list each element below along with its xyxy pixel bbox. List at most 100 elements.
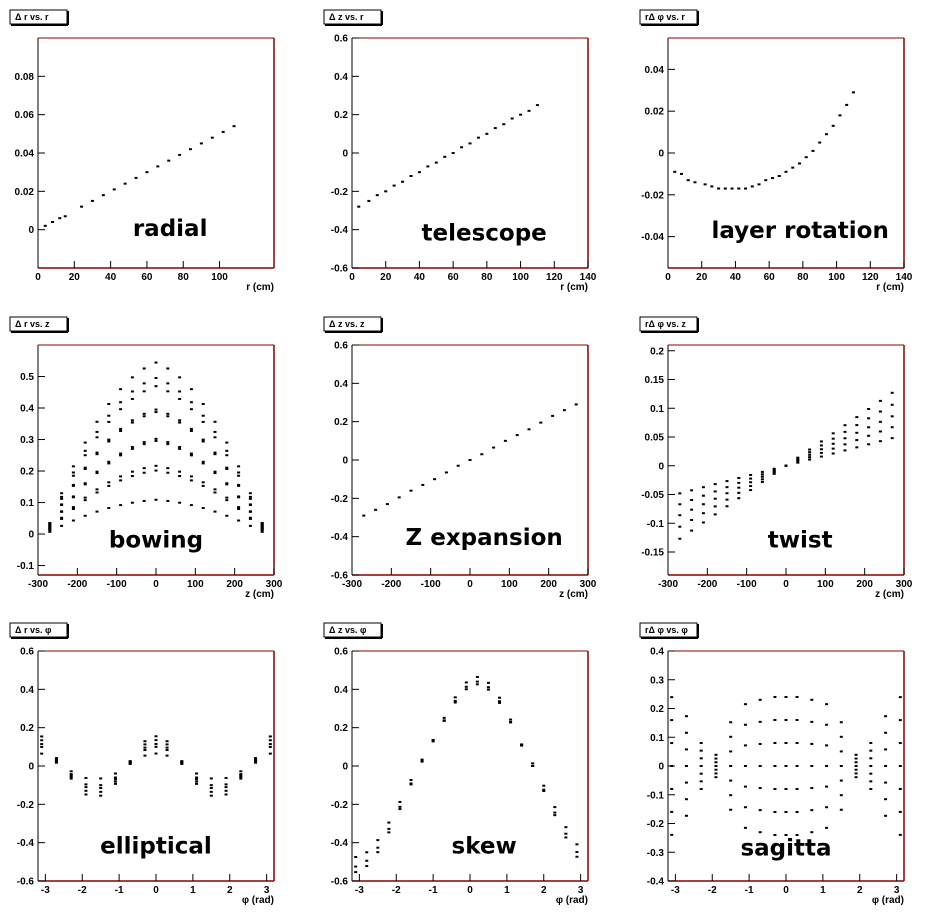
- data-point: [575, 843, 579, 846]
- x-tick-label: -3: [41, 885, 50, 896]
- data-point: [564, 826, 568, 829]
- y-tick-label: 0: [658, 762, 664, 773]
- x-axis-title: φ (rad): [872, 895, 904, 906]
- y-tick-label: -0.4: [331, 532, 349, 543]
- data-point: [699, 772, 703, 775]
- data-point: [701, 503, 705, 506]
- data-point: [737, 481, 741, 484]
- x-tick-label: -1: [115, 885, 124, 896]
- data-point: [213, 488, 217, 491]
- data-point: [898, 696, 902, 699]
- y-tick-label: 0: [28, 762, 34, 773]
- panel-label: skew: [452, 833, 517, 859]
- data-point: [869, 757, 873, 760]
- data-point: [699, 765, 703, 767]
- data-point: [178, 501, 182, 504]
- data-point: [71, 507, 75, 510]
- data-point: [398, 805, 402, 808]
- data-point: [71, 474, 75, 477]
- data-point: [758, 787, 762, 790]
- x-tick-label: 20: [380, 272, 392, 283]
- data-point: [113, 778, 117, 781]
- data-point: [385, 503, 389, 506]
- x-tick-label: 100: [211, 272, 228, 283]
- y-tick-label: 0.2: [20, 467, 34, 478]
- data-point: [773, 695, 777, 698]
- data-point: [268, 739, 272, 742]
- data-point: [464, 681, 468, 684]
- data-point: [80, 205, 84, 208]
- data-point: [213, 436, 217, 439]
- data-point: [527, 109, 531, 112]
- data-point: [744, 187, 748, 190]
- data-point: [520, 744, 524, 747]
- data-point: [119, 427, 123, 430]
- panel-label: layer rotation: [711, 218, 888, 244]
- data-point: [729, 765, 733, 767]
- data-point: [40, 745, 44, 748]
- data-point: [54, 757, 58, 760]
- data-point: [464, 685, 468, 688]
- data-point: [354, 865, 358, 868]
- data-point: [854, 765, 858, 767]
- data-point: [213, 470, 217, 473]
- data-point: [884, 748, 888, 751]
- data-point: [107, 507, 111, 510]
- data-point: [398, 800, 402, 803]
- data-point: [142, 441, 146, 444]
- data-point: [156, 165, 160, 168]
- data-point: [797, 162, 801, 165]
- data-point: [154, 752, 158, 755]
- data-point: [225, 467, 229, 470]
- y-tick-label: 0.5: [20, 372, 34, 383]
- data-point: [808, 451, 812, 454]
- data-point: [760, 480, 764, 483]
- data-point: [239, 770, 243, 773]
- data-point: [818, 141, 822, 144]
- data-point: [684, 731, 688, 734]
- data-point: [784, 765, 788, 767]
- data-point: [237, 495, 241, 498]
- data-point: [260, 526, 264, 529]
- data-point: [357, 205, 361, 208]
- data-point: [401, 180, 405, 183]
- data-point: [444, 471, 448, 474]
- y-tick-label: -0.1: [647, 519, 665, 530]
- data-point: [260, 521, 264, 524]
- data-point: [701, 494, 705, 497]
- data-point: [515, 434, 519, 437]
- data-point: [107, 403, 111, 406]
- data-point: [535, 104, 539, 107]
- data-point: [699, 788, 703, 791]
- data-point: [670, 696, 674, 699]
- data-point: [225, 499, 229, 502]
- data-point: [684, 765, 688, 767]
- data-point: [99, 794, 103, 797]
- data-point: [468, 142, 472, 145]
- y-tick-label: 0: [342, 762, 348, 773]
- data-point: [119, 401, 123, 404]
- data-point: [854, 753, 858, 756]
- data-point: [737, 476, 741, 479]
- data-point: [237, 471, 241, 474]
- data-point: [855, 416, 859, 419]
- data-point: [784, 811, 788, 813]
- y-tick-label: 0.04: [645, 65, 665, 76]
- data-point: [143, 746, 147, 749]
- data-point: [40, 743, 44, 746]
- panel-8: Δ z vs. φ -0.6 -0.4 -0.2 0 0.2 0.4 0.6 -3 -2 -1 0 1 2…: [323, 622, 589, 906]
- data-point: [884, 731, 888, 734]
- data-point: [426, 165, 430, 168]
- data-point: [154, 464, 158, 467]
- data-point: [867, 417, 871, 420]
- data-point: [154, 469, 158, 472]
- data-point: [130, 390, 134, 393]
- data-point: [142, 443, 146, 446]
- data-point: [119, 388, 123, 391]
- data-point: [213, 510, 217, 513]
- data-point: [509, 718, 513, 721]
- y-tick-label: 0.3: [20, 435, 34, 446]
- data-point: [248, 503, 252, 506]
- data-point: [209, 787, 213, 790]
